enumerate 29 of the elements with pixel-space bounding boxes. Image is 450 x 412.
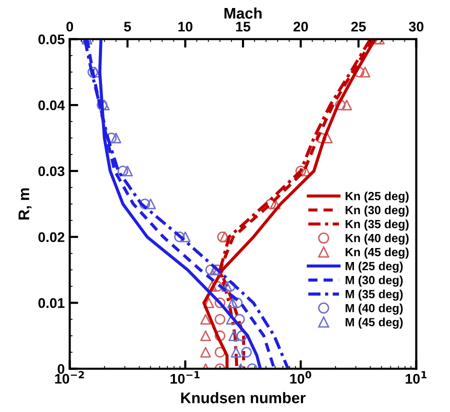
legend-label: Kn (30 deg) [346, 206, 409, 217]
y-tick-label: 0.02 [38, 232, 64, 242]
legend-label: Kn (25 deg) [346, 192, 409, 203]
legend-label: M (35 deg) [346, 290, 403, 301]
legend-label: Kn (45 deg) [346, 248, 409, 259]
x2-tick-label: 30 [408, 22, 424, 32]
y-tick-label: 0.01 [38, 298, 65, 308]
x2-tick-label: 25 [351, 22, 366, 32]
legend-label: M (40 deg) [346, 304, 403, 315]
x2-tick-label: 5 [124, 22, 131, 32]
legend-label: M (25 deg) [346, 262, 403, 273]
y-tick-label: 0 [58, 364, 64, 374]
y-tick-label: 0.04 [38, 100, 65, 110]
legend-label: Kn (40 deg) [346, 234, 409, 245]
x2-tick-label: 20 [294, 22, 308, 32]
x2-tick-label: 0 [66, 22, 74, 32]
legend-label: M (45 deg) [346, 318, 403, 329]
y-tick-label: 0.03 [38, 166, 64, 176]
x-tick-label: 10$^{0}$ [290, 371, 312, 384]
x-tick-label: 10$^{−1}$ [170, 371, 200, 384]
legend-label: M (30 deg) [346, 276, 403, 287]
x2-tick-label: 10 [178, 22, 192, 32]
y-axis-title: R, m [18, 188, 32, 220]
x-axis-title: Knudsen number [181, 392, 306, 404]
x-tick-label: 10$^{1}$ [406, 371, 427, 384]
x2-axis-title: Mach [224, 7, 262, 19]
x2-tick-label: 15 [236, 22, 250, 32]
y-tick-label: 0.05 [38, 34, 65, 44]
legend-label: Kn (35 deg) [346, 220, 409, 231]
